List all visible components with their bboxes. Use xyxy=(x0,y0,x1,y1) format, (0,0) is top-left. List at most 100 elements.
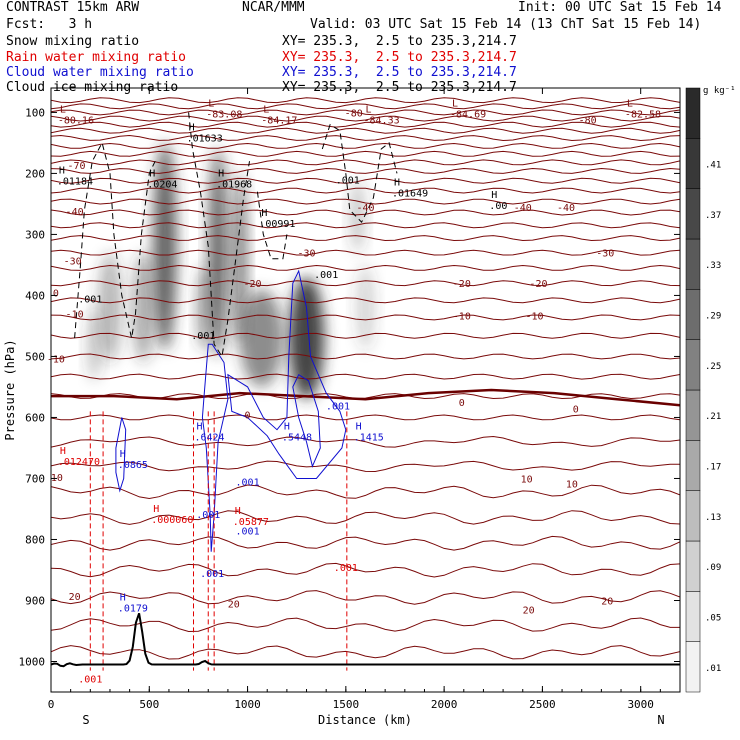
extremum-value: .00 xyxy=(489,201,507,212)
isotherm-label: 20 xyxy=(601,596,613,607)
axes: 0 500 1000 1500 2000 2500 30001002003004005006… xyxy=(19,88,680,711)
colorbar-level-label: .41 xyxy=(705,161,721,171)
contour-value-label: .001 xyxy=(326,401,350,412)
extremum-marker: H xyxy=(153,504,159,515)
x-tick-label: 2000 xyxy=(431,698,458,711)
extremum-marker: H xyxy=(394,178,400,189)
colorbar-swatch xyxy=(685,138,701,189)
north-label: N xyxy=(657,713,664,727)
extremum-value: -84.69 xyxy=(450,109,486,120)
isotherm-label: -20 xyxy=(529,279,547,290)
contour-value-label: .001 xyxy=(78,675,102,686)
x-tick-label: 500 xyxy=(139,698,159,711)
isotherm-label: 20 xyxy=(228,600,240,611)
colorbar-swatch xyxy=(685,289,701,340)
isotherm-label: -10 xyxy=(526,312,544,323)
isotherm-label: -40 xyxy=(66,207,84,218)
isotherm-line xyxy=(51,109,680,116)
model-title: CONTRAST 15km ARW xyxy=(6,0,140,15)
isotherm-label: -10 xyxy=(66,310,84,321)
isotherm-line xyxy=(51,142,680,149)
cloud-water-contour xyxy=(115,417,127,493)
isotherm-line xyxy=(51,435,680,448)
contour-value-label: .001 xyxy=(191,331,215,342)
contour-value-label: .001 xyxy=(314,270,338,281)
extremum-marker: L xyxy=(208,98,214,109)
isotherm-label: -70 xyxy=(68,161,86,172)
isotherm-label: -40 xyxy=(514,203,532,214)
colorbar-level-label: .21 xyxy=(705,412,721,422)
colorbar-swatch xyxy=(685,389,701,441)
field-cloudwater-xy: XY= 235.3, 2.5 to 235.3,214.7 xyxy=(282,65,517,80)
extremum-value: .000060 xyxy=(151,515,193,526)
isotherm-line xyxy=(51,484,680,500)
contour-labels: 0 0 0 0 -10 -10 -10 -10 -20 -20 -20 -30 -30 -30 -40 -40… xyxy=(47,98,661,685)
south-label: S xyxy=(82,713,89,727)
cloud-ice-contour xyxy=(321,123,398,224)
y-tick-label: 100 xyxy=(25,106,45,119)
isotherm-line xyxy=(51,198,680,205)
colorbar: .01 .05 .09 .13 .17 .21 .25 .29 .33 .37 .41 xyxy=(685,87,721,693)
snow-blob xyxy=(349,179,366,253)
isotherm-label: 0 xyxy=(459,398,465,409)
snow-blob xyxy=(288,277,325,400)
y-tick-label: 500 xyxy=(25,350,45,363)
extremum-marker: H xyxy=(218,168,224,179)
cloud-water-contour xyxy=(201,343,229,552)
extremum-marker: H xyxy=(235,506,241,517)
extremum-value: .01633 xyxy=(187,134,223,145)
isotherm-label: -80 xyxy=(345,108,363,119)
isotherm-label: -10 xyxy=(453,312,471,323)
isotherm-label: 0 xyxy=(53,288,59,299)
extremum-value: .5448 xyxy=(282,433,312,444)
colorbar-level-label: .01 xyxy=(705,664,721,674)
isotherm-line xyxy=(51,460,680,473)
extremum-marker: H xyxy=(60,446,66,457)
field-rain-name: Rain water mixing ratio xyxy=(6,50,187,65)
snow-blob xyxy=(355,264,376,351)
y-axis-label: Pressure (hPa) xyxy=(3,339,17,440)
extremum-value: .00991 xyxy=(259,219,295,230)
colorbar-units: g kg⁻¹ xyxy=(703,86,736,96)
extremum-value: .0204 xyxy=(147,179,177,190)
contour-value-label: .001 xyxy=(236,478,260,489)
extremum-value: .1415 xyxy=(354,433,384,444)
colorbar-level-label: .37 xyxy=(705,211,721,221)
colorbar-level-label: .17 xyxy=(705,463,721,473)
field-cloudwater-name: Cloud water mixing ratio xyxy=(6,65,194,80)
extremum-marker: H xyxy=(120,592,126,603)
extremum-marker: H xyxy=(356,422,362,433)
isotherm-label: 10 xyxy=(566,479,578,490)
colorbar-swatch xyxy=(685,591,701,642)
cloud-ice-contour xyxy=(188,112,250,358)
extremum-marker: H xyxy=(120,449,126,460)
field-snow-xy: XY= 235.3, 2.5 to 235.3,214.7 xyxy=(282,34,517,49)
isotherm-line xyxy=(51,115,680,122)
isotherm-label: -80 xyxy=(579,116,597,127)
snow-blob xyxy=(153,142,177,351)
extremum-value: .05877 xyxy=(233,517,269,528)
isotherm-line xyxy=(51,177,680,184)
colorbar-level-label: .29 xyxy=(705,312,721,322)
y-tick-label: 200 xyxy=(25,167,45,180)
isotherm-line xyxy=(51,167,680,174)
isotherm-line xyxy=(51,97,680,104)
x-tick-label: 1000 xyxy=(234,698,261,711)
field-snow-name: Snow mixing ratio xyxy=(6,34,140,49)
contour-value-label: .001 xyxy=(236,526,260,537)
isotherm-line xyxy=(51,373,680,380)
extremum-marker: L xyxy=(60,104,66,115)
extremum-value: -80.16 xyxy=(58,115,94,126)
x-axis-label: Distance (km) xyxy=(318,713,412,727)
temperature-contours xyxy=(51,97,680,660)
extremum-marker: H xyxy=(261,208,267,219)
extremum-marker: H xyxy=(149,168,155,179)
isotherm-line xyxy=(51,235,680,242)
colorbar-swatch xyxy=(685,490,701,542)
y-tick-label: 400 xyxy=(25,289,45,302)
y-tick-label: 800 xyxy=(25,533,45,546)
colorbar-level-label: .09 xyxy=(705,563,721,573)
extremum-marker: L xyxy=(366,104,372,115)
extremum-value: -84.33 xyxy=(364,115,400,126)
